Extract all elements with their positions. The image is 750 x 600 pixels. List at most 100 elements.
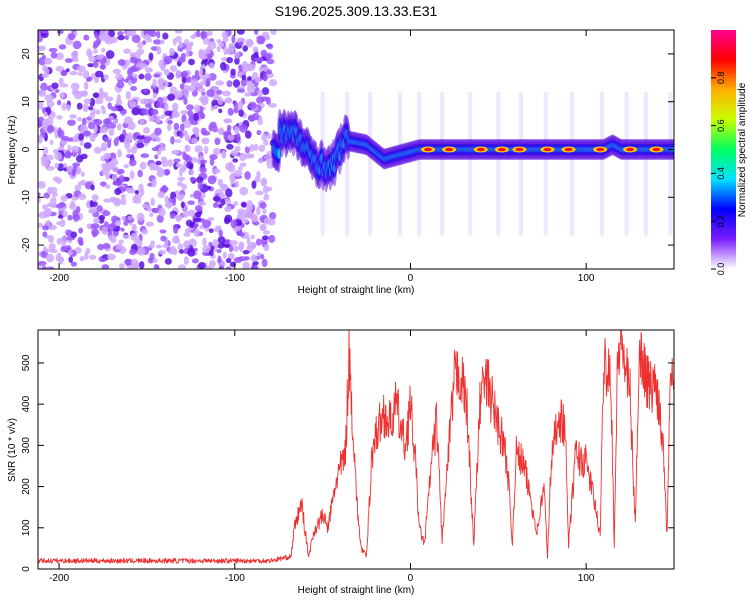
spectrogram-noise-mark [71, 145, 80, 153]
spectrogram-noise-mark [126, 148, 132, 154]
spectrogram-noise-mark [69, 202, 76, 210]
spectrogram-noise-mark [150, 132, 156, 139]
spectrogram-noise-mark [45, 117, 54, 127]
spectrogram-noise-mark [221, 150, 226, 158]
spectrogram-noise-mark [156, 214, 164, 223]
spectrogram-noise-mark [228, 240, 238, 246]
spectrogram-noise-mark [132, 73, 138, 78]
spectrogram-noise-mark [123, 48, 131, 54]
spectrogram-noise-mark [232, 79, 241, 88]
spectrogram-noise-mark [257, 158, 264, 164]
spectrogram-noise-mark [154, 136, 161, 143]
spectrogram-noise-mark [106, 139, 112, 149]
spectrogram-noise-mark [83, 142, 92, 149]
spectrogram-noise-mark [170, 136, 175, 145]
spectrogram-noise-mark [218, 41, 225, 48]
colorbar-tick-label: 0.6 [716, 119, 726, 132]
spectrogram-noise-mark [171, 248, 178, 256]
spectrogram-noise-mark [245, 80, 252, 86]
spectrogram-noise-mark [181, 130, 189, 136]
spectrogram-noise-mark [256, 206, 261, 216]
spectrogram-noise-mark [95, 55, 103, 61]
spectrogram-noise-mark [114, 197, 121, 205]
spectrogram-noise-mark [149, 212, 154, 218]
spectrogram-noise-mark [234, 51, 240, 59]
spectrogram-noise-mark [48, 47, 58, 53]
spectrogram-noise-mark [72, 162, 81, 167]
spectrogram-noise-mark [168, 47, 175, 56]
spectrogram-noise-mark [70, 82, 80, 91]
spectrogram-noise-mark [49, 186, 58, 194]
spectrogram-noise-mark [151, 207, 157, 213]
spectrogram-noise-mark [248, 101, 257, 110]
spectrogram-noise-mark [164, 257, 172, 265]
spectrogram-noise-mark [196, 176, 204, 184]
spectrogram-noise-mark [89, 111, 95, 120]
spectrogram-striation [543, 92, 548, 236]
spectrogram-noise-mark [45, 207, 52, 217]
snr-xtick-label: 100 [578, 573, 595, 584]
spectrogram-noise-mark [182, 209, 189, 218]
spectrogram-noise-mark [72, 213, 81, 221]
spectrogram-noise-mark [180, 166, 187, 173]
spectrogram-noise-mark [172, 225, 179, 234]
spectrogram-noise-mark [163, 68, 170, 76]
spectrogram-noise-mark [194, 145, 204, 153]
spectrogram-noise-mark [238, 41, 244, 46]
spectrogram-noise-mark [83, 98, 92, 105]
spectrogram-noise-mark [256, 35, 266, 45]
spectrogram-noise-mark [202, 58, 209, 63]
snr-ytick-label: 100 [21, 519, 32, 536]
spectrogram-noise-mark [92, 48, 98, 54]
spectrogram-noise-mark [219, 183, 228, 190]
spectrogram-noise-mark [187, 42, 193, 48]
spectrogram-noise-mark [38, 196, 41, 204]
spectrogram-noise-mark [261, 133, 267, 142]
spectrogram-noise-mark [234, 125, 240, 135]
snr-ticks: -200 -100 0 100 0 100 200 300 400 500 [21, 330, 674, 584]
spectrogram-striation [570, 92, 575, 236]
spectrogram-noise-mark [61, 69, 67, 76]
spectrogram-noise-mark [217, 97, 224, 106]
spectrogram-noise-mark [105, 96, 114, 102]
spectrogram-noise-mark [164, 110, 174, 117]
spectrogram-noise-mark [131, 258, 138, 266]
spectrogram-noise-mark [155, 115, 161, 124]
spectrogram-noise-mark [186, 76, 192, 83]
spectrogram-noise-mark [250, 264, 259, 269]
spectrogram-noise-mark [54, 151, 63, 161]
spectrogram-noise-mark [136, 41, 144, 49]
spectrogram-noise-mark [150, 197, 155, 206]
spectrogram-noise-mark [190, 83, 196, 93]
spectrogram-noise-mark [184, 228, 191, 234]
spectrogram-noise-mark [103, 118, 112, 125]
snr-ylabel: SNR (10 * v/v) [7, 418, 18, 482]
spectrogram-noise-mark [175, 163, 183, 168]
spectrogram-noise-mark [149, 252, 155, 261]
spectrogram-noise-mark [261, 177, 267, 187]
spectrogram-noise-mark [49, 139, 54, 145]
colorbar-ticks: 0.0 0.2 0.4 0.6 0.8 [711, 72, 726, 275]
spectrogram-noise-mark [262, 230, 271, 235]
spectrogram-noise-mark [45, 165, 55, 171]
spectrogram-noise-mark [215, 80, 225, 86]
spectrogram-noise-mark [80, 153, 88, 160]
spectrogram-noise-mark [158, 249, 166, 255]
snr-xtick-label: 0 [408, 573, 414, 584]
spectrogram-noise-mark [114, 220, 122, 227]
spectrogram-noise-mark [115, 243, 123, 250]
spectrogram-noise-mark [177, 176, 186, 182]
spectrogram-noise-mark [155, 264, 160, 269]
spectrogram-noise-mark [234, 57, 240, 65]
spectrogram-noise-mark [156, 46, 162, 55]
spectrogram-noise-mark [155, 244, 163, 249]
colorbar-tick-label: 0.2 [716, 215, 726, 228]
spectrogram-noise-mark [74, 184, 82, 192]
spectrogram-noise-mark [224, 206, 232, 213]
spectrogram-noise-mark [54, 162, 60, 169]
spectrogram-noise-mark [112, 68, 122, 74]
spectrogram-noise-mark [236, 30, 245, 35]
spectrogram-noise-mark [208, 241, 213, 247]
spectrogram-noise-mark [186, 104, 194, 111]
spectrogram-noise-mark [69, 70, 78, 76]
